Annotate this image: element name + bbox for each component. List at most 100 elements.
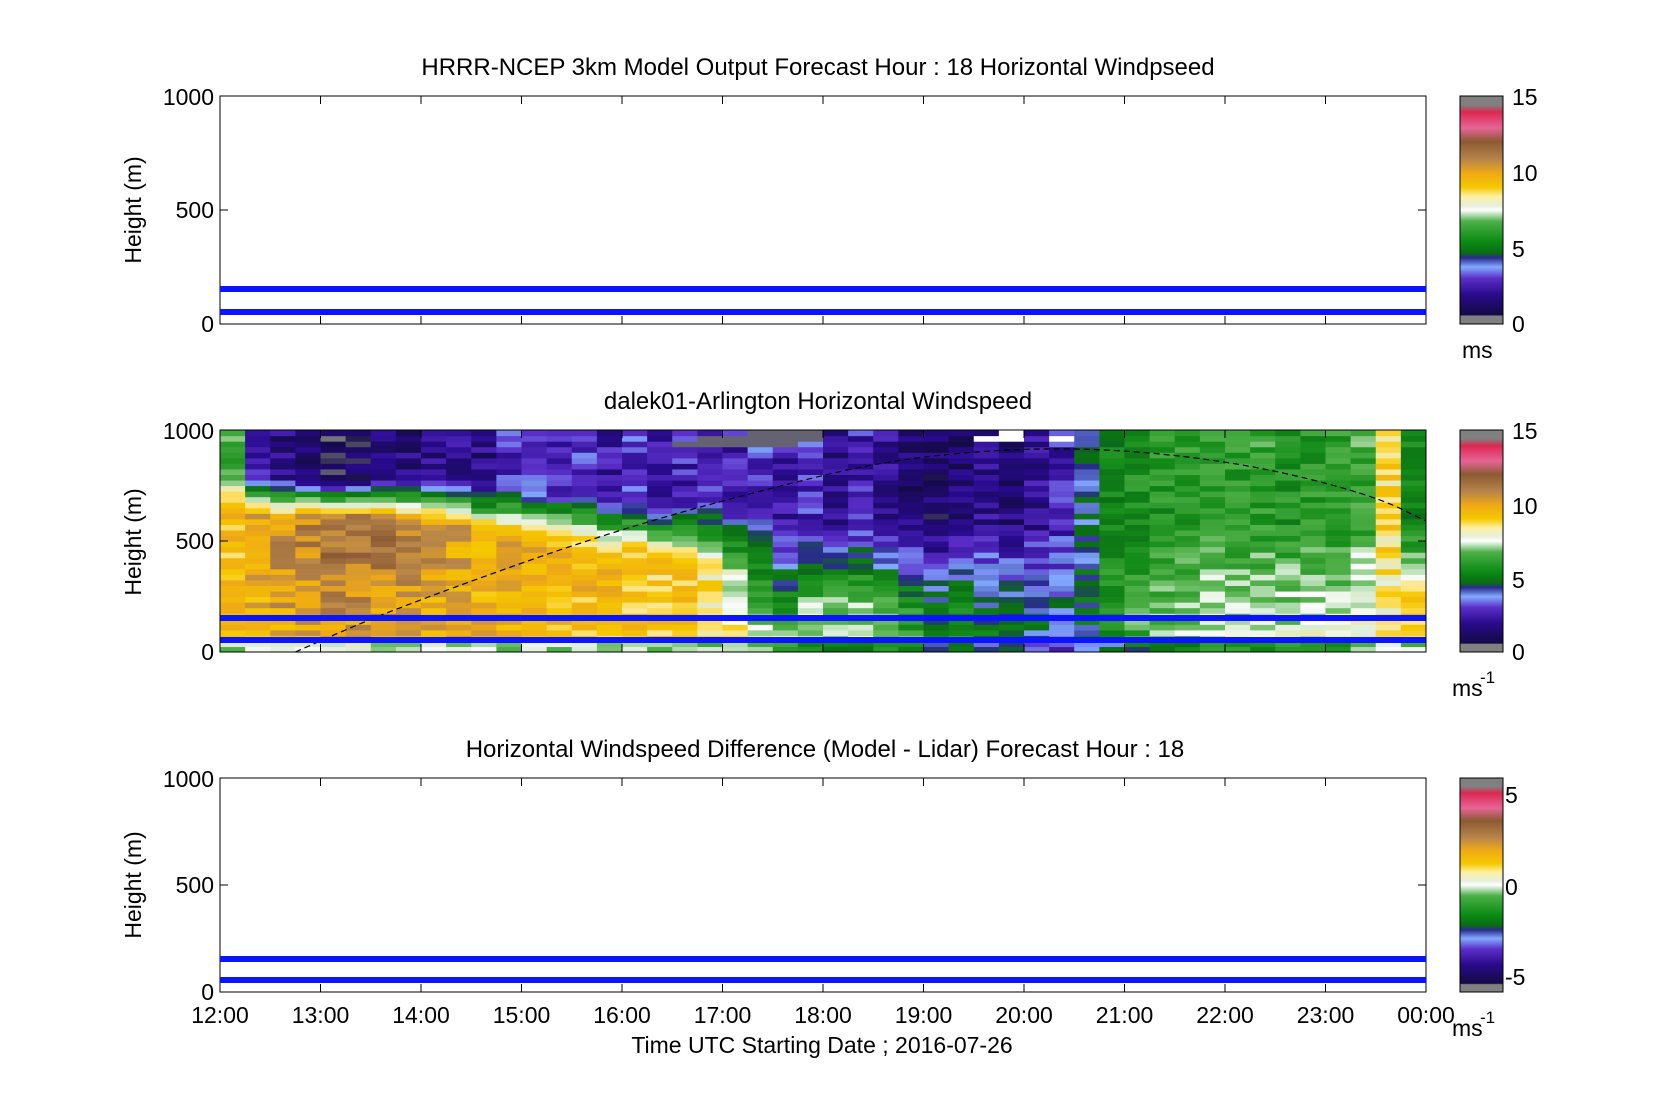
heatmap-cell — [1325, 430, 1352, 437]
heatmap-cell — [596, 585, 623, 592]
heatmap-cell — [797, 529, 824, 537]
heatmap-cell — [220, 602, 246, 609]
heatmap-cell — [873, 624, 899, 631]
heatmap-cell — [1350, 602, 1377, 609]
x-tick-label: 23:00 — [1297, 1002, 1355, 1028]
heatmap-cell — [395, 496, 422, 503]
heatmap-cell — [370, 563, 397, 570]
heatmap-cell — [1174, 535, 1201, 542]
heatmap-cell — [823, 574, 849, 581]
heatmap-cell — [848, 579, 874, 586]
heatmap-cell — [1149, 430, 1176, 437]
heatmap-cell — [546, 474, 573, 481]
heatmap-cell — [596, 646, 623, 652]
heatmap-cell — [220, 457, 246, 464]
heatmap-cell — [1049, 435, 1075, 442]
heatmap-cell — [973, 574, 1000, 581]
heatmap-cell — [948, 590, 975, 598]
heatmap-cell — [446, 463, 472, 470]
heatmap-cell — [898, 507, 925, 514]
heatmap-cell — [370, 546, 397, 553]
heatmap-cell — [1325, 485, 1352, 492]
heatmap-cell — [672, 446, 698, 453]
heatmap-cell — [622, 524, 648, 531]
heatmap-cell — [898, 446, 925, 453]
heatmap-cell — [797, 474, 824, 481]
heatmap-cell — [998, 579, 1025, 586]
heatmap-cell — [973, 640, 1000, 648]
heatmap-cell — [1300, 524, 1327, 531]
heatmap-cell — [998, 640, 1025, 648]
heatmap-cell — [1174, 518, 1201, 525]
heatmap-cell — [446, 452, 472, 459]
heatmap-cell — [1074, 646, 1100, 652]
heatmap-cell — [848, 546, 874, 553]
panel-difference-xlabel: Time UTC Starting Date ; 2016-07-26 — [631, 1032, 1012, 1058]
heatmap-cell — [772, 441, 799, 448]
heatmap-cell — [973, 590, 1000, 598]
heatmap-cell — [270, 463, 296, 470]
heatmap-cell — [1350, 479, 1377, 487]
panel-model-reference-line-150 — [220, 286, 1426, 292]
heatmap-cell — [421, 607, 447, 614]
heatmap-cell — [1225, 463, 1251, 470]
panel-lidar-ticks — [219, 429, 1427, 653]
heatmap-cell — [1149, 568, 1176, 575]
heatmap-cell — [672, 468, 698, 475]
heatmap-cell — [1250, 468, 1276, 475]
heatmap-cell — [345, 430, 372, 437]
heatmap-cell — [421, 507, 447, 514]
heatmap-cell — [571, 524, 598, 531]
heatmap-cell — [697, 463, 724, 470]
heatmap-cell — [973, 441, 1000, 448]
heatmap-cell — [1099, 535, 1126, 542]
heatmap-cell — [873, 524, 899, 531]
heatmap-cell — [1149, 524, 1176, 531]
heatmap-cell — [571, 596, 598, 603]
heatmap-cell — [521, 524, 548, 531]
heatmap-cell — [1124, 518, 1151, 525]
heatmap-cell — [1400, 441, 1426, 448]
heatmap-cell — [973, 602, 1000, 609]
heatmap-cell — [772, 446, 799, 453]
heatmap-cell — [1074, 502, 1100, 509]
heatmap-cell — [521, 568, 548, 575]
heatmap-cell — [1375, 646, 1402, 652]
heatmap-cell — [1149, 485, 1176, 492]
heatmap-cell — [697, 602, 724, 609]
heatmap-cell — [622, 585, 648, 592]
heatmap-cell — [1124, 557, 1151, 564]
heatmap-cell — [1199, 552, 1226, 559]
heatmap-cell — [948, 552, 975, 559]
heatmap-cell — [1275, 590, 1301, 598]
heatmap-cell — [320, 485, 347, 492]
colorbar-2-unit: ms — [1452, 675, 1483, 701]
heatmap-cell — [345, 607, 372, 614]
heatmap-cell — [797, 479, 824, 487]
heatmap-cell — [446, 507, 472, 514]
heatmap-cell — [421, 568, 447, 575]
heatmap-cell — [873, 568, 899, 575]
heatmap-cell — [1400, 452, 1426, 459]
heatmap-cell — [1375, 590, 1402, 598]
heatmap-cell — [1074, 563, 1100, 570]
heatmap-cell — [873, 646, 899, 652]
heatmap-cell — [1099, 574, 1126, 581]
heatmap-cell — [1275, 646, 1301, 652]
heatmap-cell — [245, 496, 271, 503]
heatmap-cell — [998, 646, 1025, 652]
heatmap-cell — [521, 563, 548, 570]
heatmap-cell — [220, 496, 246, 503]
heatmap-cell — [1375, 452, 1402, 459]
heatmap-cell — [647, 552, 673, 559]
heatmap-cell — [1225, 441, 1251, 448]
heatmap-cell — [647, 541, 673, 548]
heatmap-cell — [295, 518, 322, 525]
heatmap-cell — [672, 452, 698, 459]
heatmap-cell — [722, 579, 749, 586]
heatmap-cell — [596, 596, 623, 603]
heatmap-cell — [446, 585, 472, 592]
heatmap-cell — [421, 452, 447, 459]
heatmap-cell — [747, 441, 774, 448]
heatmap-cell — [471, 552, 497, 559]
